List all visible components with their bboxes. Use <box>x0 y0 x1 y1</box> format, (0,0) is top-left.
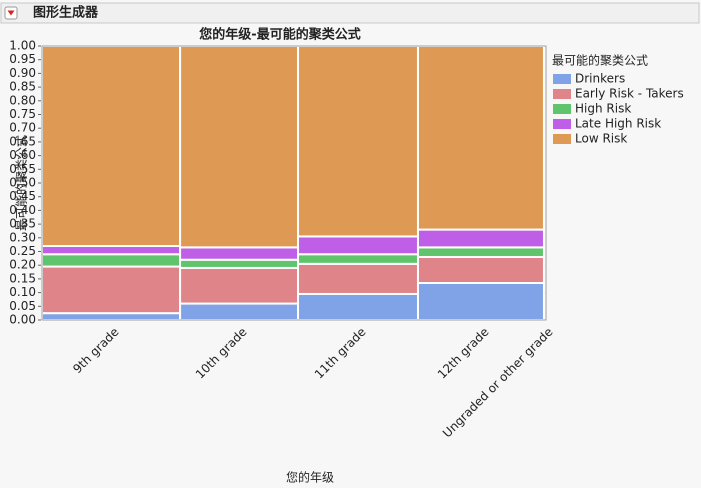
segment <box>179 302 300 321</box>
segment <box>297 262 419 295</box>
y-tick-label: 0.75 <box>9 107 36 121</box>
y-tick-label: 0.70 <box>9 121 36 135</box>
segment <box>41 265 182 315</box>
y-tick-label: 0.20 <box>9 258 36 272</box>
menu-triangle <box>7 10 15 16</box>
segment <box>179 258 300 269</box>
chart-title: 您的年级-最可能的聚类公式 <box>199 27 360 43</box>
segment <box>297 253 419 265</box>
segment <box>297 292 419 322</box>
y-tick-label: 0.80 <box>9 93 36 107</box>
segment <box>416 282 545 322</box>
legend-label: Drinkers <box>575 72 625 86</box>
legend-label: Late High Risk <box>575 117 661 131</box>
y-axis-label: 最可能的聚类公式 <box>14 135 29 231</box>
plot-frame <box>41 45 547 321</box>
legend-swatch <box>553 134 571 144</box>
segment <box>179 45 300 249</box>
segment <box>41 45 182 248</box>
y-tick-label: 0.10 <box>9 285 36 299</box>
legend-swatch <box>553 74 571 84</box>
legend-label: Early Risk - Takers <box>575 87 684 101</box>
legend-swatch <box>553 119 571 129</box>
y-tick-label: 0.55 <box>9 162 36 176</box>
segment <box>179 266 300 305</box>
segment <box>416 246 545 258</box>
segment <box>297 235 419 256</box>
y-tick-label: 0.05 <box>9 299 36 313</box>
y-tick-label: 0.85 <box>9 80 36 94</box>
y-tick-label: 1.00 <box>9 39 36 53</box>
y-tick-label: 0.95 <box>9 52 36 66</box>
y-tick-label: 0.50 <box>9 176 36 190</box>
segment <box>416 228 545 249</box>
legend-swatch <box>553 89 571 99</box>
segment <box>41 245 182 256</box>
y-tick-label: 0.40 <box>9 203 36 217</box>
app-title: 图形生成器 <box>33 5 99 21</box>
y-tick-label: 0.30 <box>9 230 36 244</box>
segment <box>179 246 300 261</box>
y-tick-label: 0.45 <box>9 189 36 203</box>
y-tick-label: 0.90 <box>9 66 36 80</box>
x-axis-label: 您的年级 <box>286 470 334 485</box>
legend-label: Low Risk <box>575 132 627 146</box>
segment <box>41 312 182 321</box>
segment <box>41 253 182 268</box>
y-tick-label: 0.65 <box>9 134 36 148</box>
segment <box>416 255 545 285</box>
legend-title: 最可能的聚类公式 <box>552 53 648 68</box>
legend-label: High Risk <box>575 102 631 116</box>
segment <box>416 45 545 231</box>
legend-swatch <box>553 104 571 114</box>
segment <box>297 45 419 238</box>
y-tick-label: 0.00 <box>9 313 36 327</box>
y-tick-label: 0.60 <box>9 148 36 162</box>
y-tick-label: 0.15 <box>9 271 36 285</box>
header-bar <box>0 2 700 24</box>
y-tick-label: 0.25 <box>9 244 36 258</box>
y-tick-label: 0.35 <box>9 217 36 231</box>
